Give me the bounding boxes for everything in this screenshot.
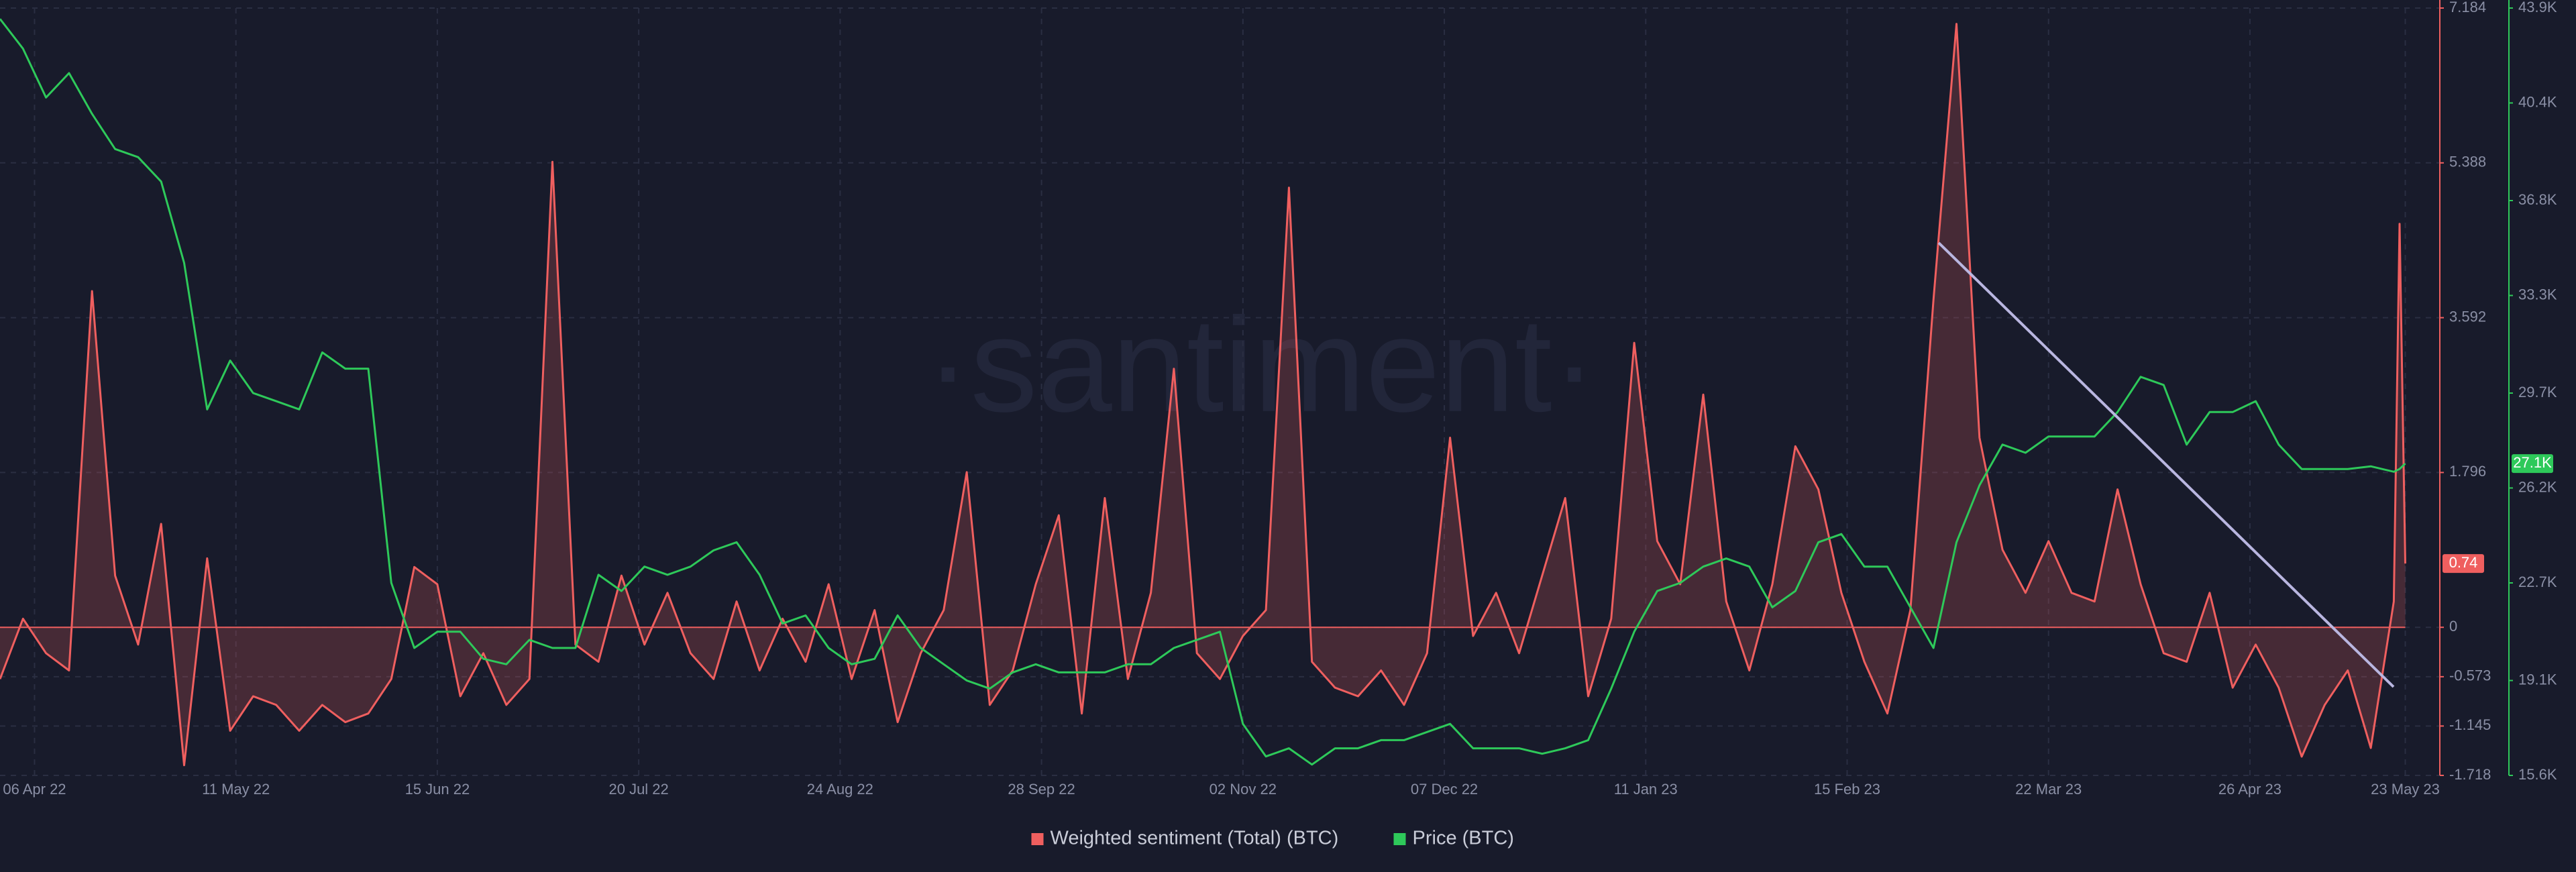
plot [0,18,2406,767]
legend: Weighted sentiment (Total) (BTC) Price (B… [1031,828,1514,849]
y-tick-label: -1.145 [2449,716,2491,733]
legend-swatch [1031,833,1044,845]
y2-tick-label: 19.1K [2518,671,2557,688]
watermark: ·santiment· [926,290,1597,440]
y2-tick-label: 29.7K [2518,384,2557,400]
x-tick-label: 20 Jul 22 [608,781,668,798]
x-tick-label: 15 Feb 23 [1814,781,1880,798]
series-line [0,18,2406,766]
y-tick-label: 1.796 [2449,463,2486,480]
x-tick-label: 28 Sep 22 [1008,781,1075,798]
x-tick-label: 15 Jun 22 [405,781,470,798]
y2-tick-label: 22.7K [2518,574,2557,590]
x-tick-label: 22 Mar 23 [2015,781,2082,798]
legend-label: Weighted sentiment (Total) (BTC) [1051,828,1339,849]
y-tick-label: 5.388 [2449,154,2486,170]
legend-swatch [1393,833,1406,845]
series-area [0,23,2406,765]
last-value-tag [2443,554,2484,574]
x-tick-label: 26 Apr 23 [2218,781,2282,798]
y-tick-label: -1.718 [2449,766,2491,783]
x-tick-label: 02 Nov 22 [1210,781,1277,798]
x-tick-label: 11 Jan 23 [1614,781,1678,798]
y-tick-label: 3.592 [2449,308,2486,325]
last-value-label: 0.74 [2449,554,2478,571]
legend-item[interactable]: Price (BTC) [1393,828,1514,849]
legend-label: Price (BTC) [1413,828,1514,849]
y-tick-label: 7.184 [2449,0,2486,15]
y2-tick-label: 36.8K [2518,191,2557,208]
legend-item[interactable]: Weighted sentiment (Total) (BTC) [1031,828,1339,849]
x-tick-label: 11 May 22 [202,781,270,798]
y-tick-label: 0 [2449,618,2457,635]
y2-tick-label: 40.4K [2518,93,2557,110]
x-tick-label: 23 May 23 [2371,781,2440,798]
x-tick-label: 07 Dec 22 [1411,781,1478,798]
x-tick-label: 24 Aug 22 [807,781,873,798]
y-tick-label: -0.573 [2449,667,2491,684]
x-tick-label: 06 Apr 22 [3,781,66,798]
trend-line [1937,241,2395,688]
y2-tick-label: 26.2K [2518,478,2557,495]
series-line [0,23,2406,767]
last-value-tag [2512,454,2553,474]
last-value-label: 27.1K [2513,454,2552,471]
axes: 06 Apr 22 11 May 22 15 Jun 22 20 Jul 22 24 A… [3,0,2557,798]
y2-tick-label: 33.3K [2518,286,2557,303]
y2-tick-label: 43.9K [2518,0,2557,15]
y2-tick-label: 15.6K [2518,766,2557,783]
